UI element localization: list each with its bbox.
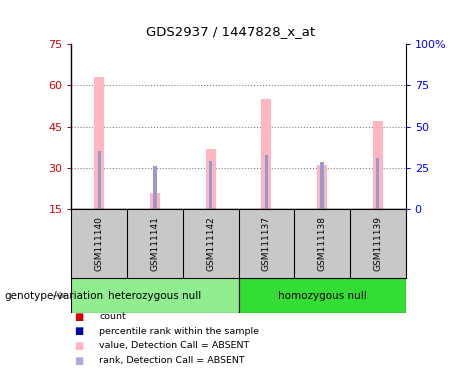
Text: GSM111137: GSM111137 xyxy=(262,216,271,271)
Text: ■: ■ xyxy=(74,356,83,366)
Text: genotype/variation: genotype/variation xyxy=(5,291,104,301)
Bar xyxy=(98,152,101,209)
Bar xyxy=(154,166,157,209)
Text: ■: ■ xyxy=(74,341,83,351)
Bar xyxy=(320,162,324,209)
Bar xyxy=(71,278,239,313)
Text: GSM111141: GSM111141 xyxy=(150,217,160,271)
Text: heterozygous null: heterozygous null xyxy=(108,291,201,301)
Bar xyxy=(150,193,160,209)
Bar xyxy=(261,99,272,209)
Text: GSM111139: GSM111139 xyxy=(373,216,382,271)
Text: value, Detection Call = ABSENT: value, Detection Call = ABSENT xyxy=(99,341,249,351)
Bar xyxy=(239,278,406,313)
Bar xyxy=(373,121,383,209)
Text: percentile rank within the sample: percentile rank within the sample xyxy=(99,327,259,336)
Text: GSM111138: GSM111138 xyxy=(318,216,327,271)
Bar xyxy=(265,155,268,209)
Bar xyxy=(95,77,104,209)
Bar xyxy=(209,161,213,209)
Text: GDS2937 / 1447828_x_at: GDS2937 / 1447828_x_at xyxy=(146,25,315,38)
Bar xyxy=(317,165,327,209)
Text: count: count xyxy=(99,312,126,321)
Text: ■: ■ xyxy=(74,312,83,322)
Text: ■: ■ xyxy=(74,326,83,336)
Text: rank, Detection Call = ABSENT: rank, Detection Call = ABSENT xyxy=(99,356,245,365)
Text: GSM111140: GSM111140 xyxy=(95,217,104,271)
Text: GSM111142: GSM111142 xyxy=(206,217,215,271)
Bar xyxy=(376,158,379,209)
Bar xyxy=(206,149,216,209)
Text: homozygous null: homozygous null xyxy=(278,291,366,301)
